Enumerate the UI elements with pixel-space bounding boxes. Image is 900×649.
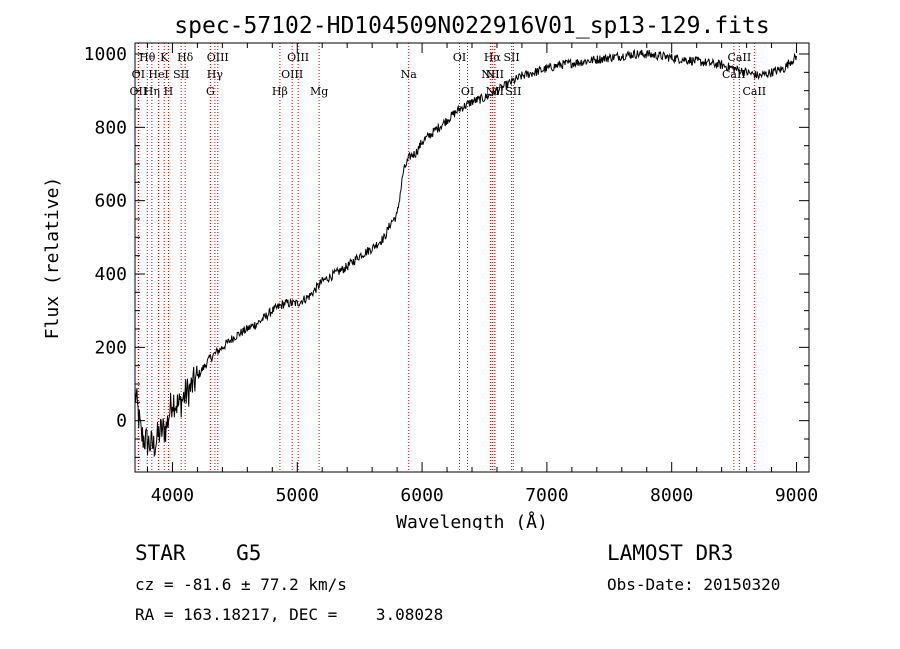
y-tick-label: 800 <box>94 117 127 138</box>
radec-value: RA = 163.18217, DEC = 3.08028 <box>135 605 444 624</box>
line-marker-label: G <box>206 85 215 98</box>
line-marker-label: Na <box>401 68 418 81</box>
x-tick-label: 7000 <box>525 485 568 506</box>
chart-title: spec-57102-HD104509N022916V01_sp13-129.f… <box>174 13 769 39</box>
line-marker-label: SII <box>503 51 519 64</box>
survey-label: LAMOST DR3 <box>607 541 734 565</box>
x-tick-label: 8000 <box>650 485 693 506</box>
line-marker-label: Hθ <box>139 51 156 64</box>
line-marker-label: SII <box>173 68 189 81</box>
line-marker-label: SII <box>505 85 521 98</box>
line-marker-label: OII <box>130 85 148 98</box>
x-axis-ticks: 4000 5000 6000 7000 8000 9000 <box>146 43 818 506</box>
line-marker-label: OI <box>461 85 474 98</box>
y-tick-label: 1000 <box>84 44 127 65</box>
line-marker-label: Hγ <box>207 68 224 81</box>
plot-frame <box>134 42 810 473</box>
y-axis-label: Flux (relative) <box>42 177 63 340</box>
line-marker-label: Hα <box>484 51 502 64</box>
class-label: STAR G5 <box>135 541 262 565</box>
line-marker-label: NII <box>481 68 499 81</box>
cz-value: cz = -81.6 ± 77.2 km/s <box>135 575 347 594</box>
line-marker-label: K <box>160 51 169 64</box>
line-marker-label: NII <box>486 68 504 81</box>
line-marker-label: H <box>164 85 174 98</box>
line-marker-label: CaII <box>742 85 766 98</box>
line-marker-label: Mg <box>310 85 328 98</box>
line-marker-label: Hη <box>144 85 160 98</box>
x-tick-label: 5000 <box>276 485 319 506</box>
x-axis-label: Wavelength (Å) <box>396 511 548 530</box>
line-marker-label: CaII <box>728 51 752 64</box>
line-marker-label: HeI <box>148 68 168 81</box>
x-tick-label: 4000 <box>151 485 194 506</box>
obs-date: Obs-Date: 20150320 <box>607 575 781 594</box>
line-marker-label: OI <box>453 51 466 64</box>
line-marker-label: OIII <box>281 68 303 81</box>
y-tick-label: 0 <box>116 411 127 432</box>
y-tick-label: 400 <box>94 264 127 285</box>
line-marker-label: Hδ <box>177 51 194 64</box>
spectrum-chart: spec-57102-HD104509N022916V01_sp13-129.f… <box>42 13 818 530</box>
x-tick-label: 9000 <box>775 485 818 506</box>
line-marker-label: OIII <box>207 51 229 64</box>
x-tick-label: 6000 <box>400 485 443 506</box>
y-tick-label: 200 <box>94 337 127 358</box>
line-marker-label: Hβ <box>272 85 288 98</box>
spectrum-line <box>134 48 797 458</box>
y-tick-label: 600 <box>94 191 127 212</box>
y-axis-ticks: 0 200 400 600 800 1000 <box>84 44 809 458</box>
line-marker-label: OIII <box>287 51 309 64</box>
